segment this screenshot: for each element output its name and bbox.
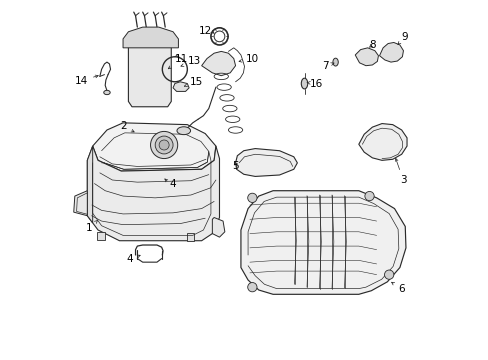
Polygon shape (186, 233, 194, 242)
Polygon shape (201, 51, 235, 76)
Text: 6: 6 (391, 282, 404, 294)
Text: 15: 15 (184, 77, 203, 87)
Polygon shape (212, 217, 224, 237)
Text: 5: 5 (231, 161, 238, 171)
Polygon shape (358, 123, 406, 160)
Polygon shape (235, 149, 297, 176)
Polygon shape (354, 48, 378, 66)
Circle shape (247, 193, 257, 203)
Polygon shape (123, 27, 178, 48)
Polygon shape (97, 232, 105, 240)
Circle shape (150, 131, 177, 158)
Text: 16: 16 (306, 78, 323, 89)
Polygon shape (173, 82, 189, 91)
Text: 8: 8 (368, 40, 375, 50)
Text: 7: 7 (321, 62, 333, 71)
Text: 1: 1 (85, 221, 97, 233)
Ellipse shape (332, 58, 338, 66)
Circle shape (155, 136, 173, 154)
Polygon shape (74, 191, 87, 216)
Circle shape (364, 192, 373, 201)
Polygon shape (87, 146, 93, 223)
Ellipse shape (103, 90, 110, 95)
Polygon shape (241, 191, 405, 294)
Polygon shape (93, 123, 216, 171)
Text: 4: 4 (169, 179, 176, 189)
Circle shape (384, 270, 393, 279)
Ellipse shape (177, 127, 190, 135)
Text: 10: 10 (239, 54, 259, 64)
Text: 4: 4 (126, 254, 140, 264)
Text: 13: 13 (181, 57, 200, 67)
Circle shape (159, 140, 169, 150)
Polygon shape (87, 146, 219, 241)
Polygon shape (128, 30, 171, 107)
Text: 2: 2 (120, 121, 134, 132)
Circle shape (247, 283, 257, 292)
Ellipse shape (301, 78, 307, 89)
Text: 14: 14 (75, 75, 98, 86)
Text: 3: 3 (394, 158, 406, 185)
Text: 12: 12 (198, 26, 211, 36)
Text: 11: 11 (168, 54, 188, 69)
Polygon shape (379, 42, 403, 62)
Text: 9: 9 (397, 32, 407, 44)
